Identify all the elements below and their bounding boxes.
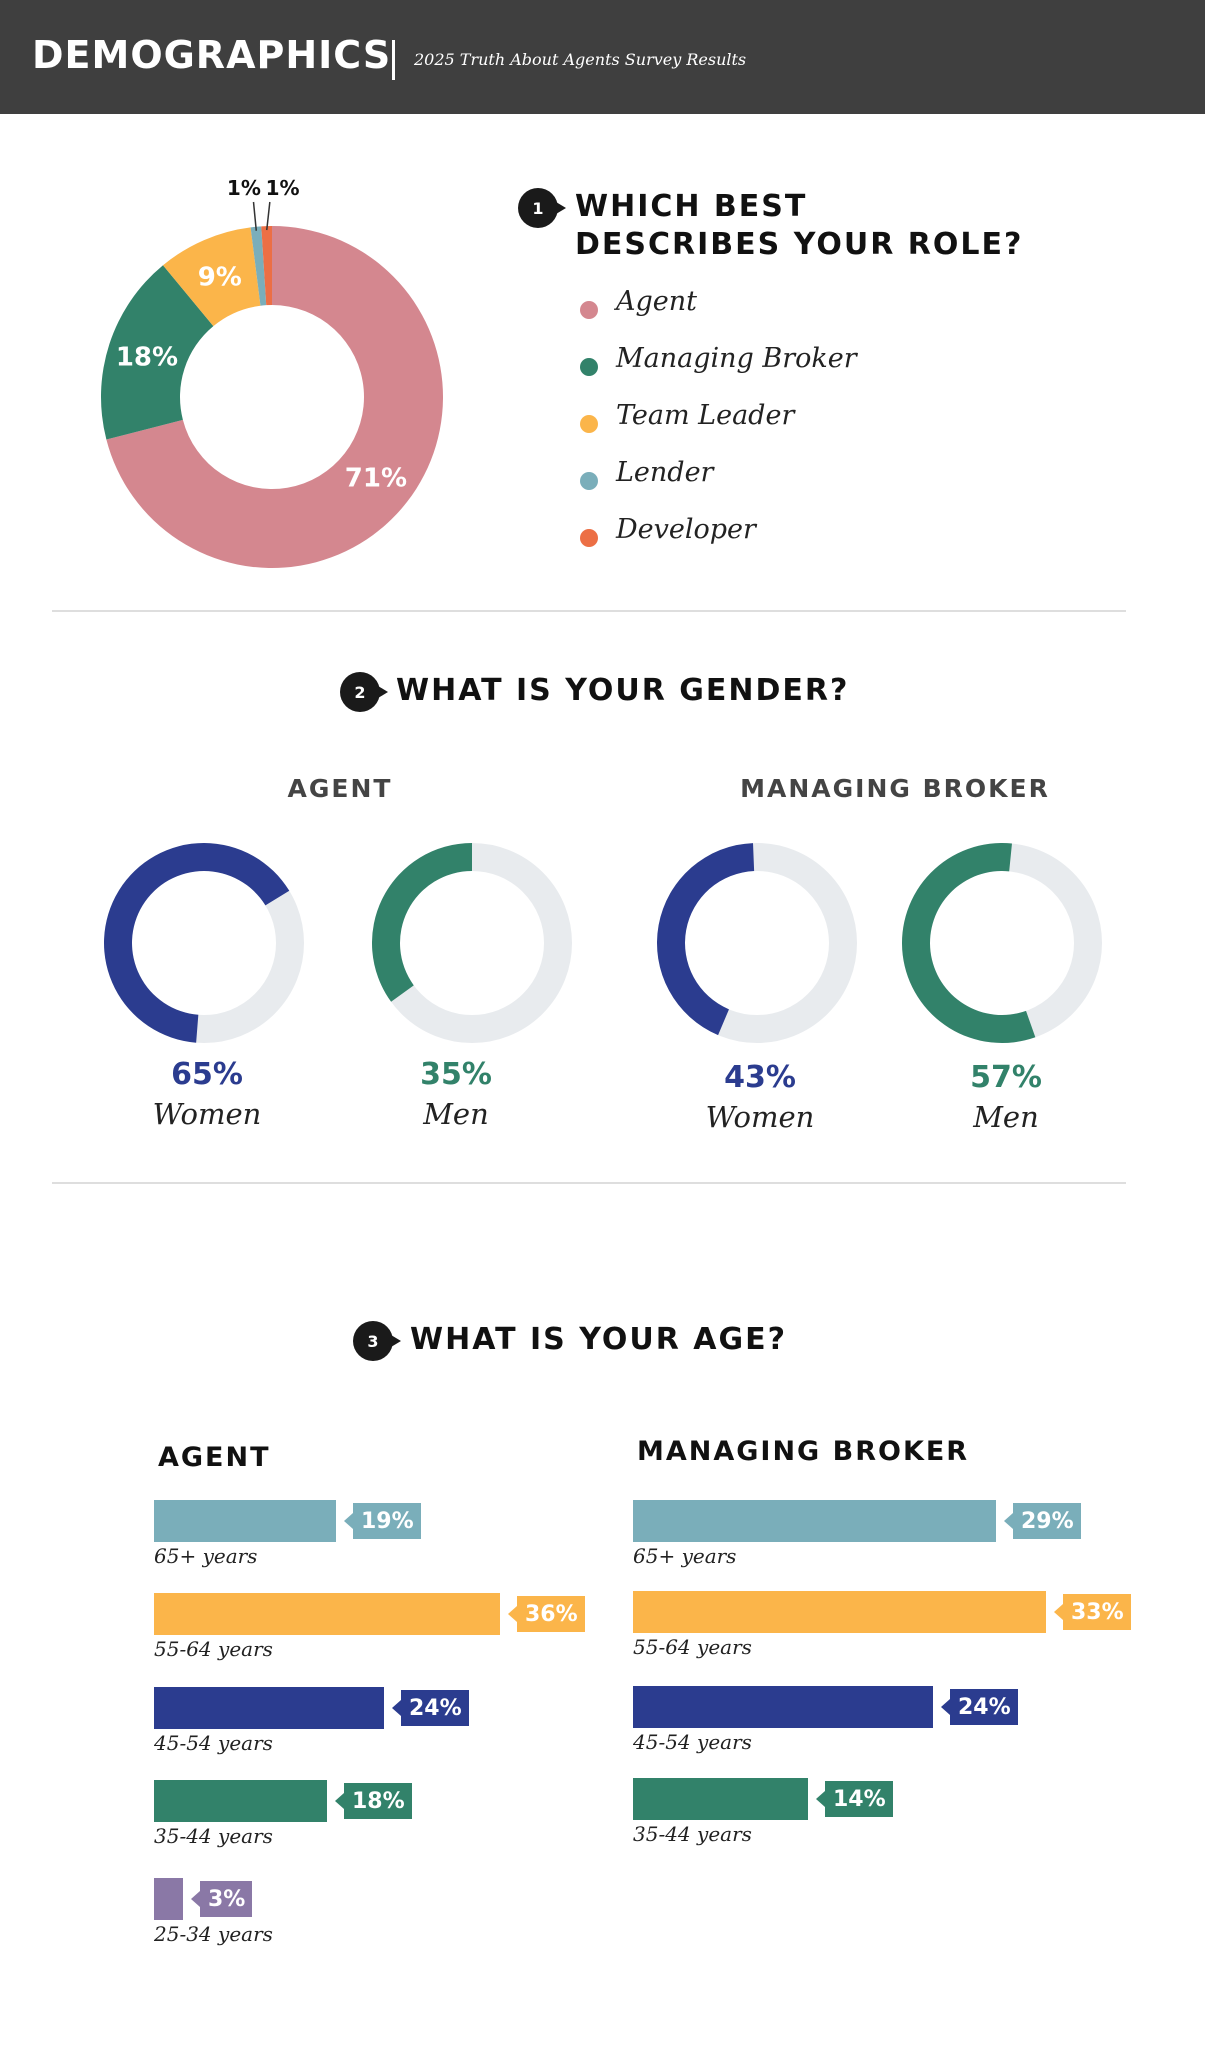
age-category-label-broker-55-64-years: 55-64 years (633, 1635, 752, 1659)
legend-label-managing-broker: Managing Broker (616, 343, 857, 374)
age-category-label-agent-35-44-years: 35-44 years (154, 1824, 273, 1848)
gender-broker-men-label: Men (973, 1100, 1039, 1134)
gender-arc-agent-men (372, 843, 472, 1002)
role-slice-developer (261, 226, 272, 306)
role-leader-line-developer (266, 201, 271, 231)
header-bar: DEMOGRAPHICS 2025 Truth About Agents Sur… (0, 0, 1205, 114)
legend-label-team-leader: Team Leader (616, 400, 795, 431)
gender-agent-men-ring (372, 843, 572, 1043)
role-slice-lender (250, 226, 267, 306)
age-value-tag-broker-35-44-years: 14% (816, 1781, 893, 1817)
gender-broker-women-label: Women (705, 1100, 815, 1134)
age-value-tag-agent-25-34-years: 3% (190, 1881, 253, 1917)
age-bar-agent-35-44-years (154, 1780, 327, 1822)
age-group-agent-label: AGENT (158, 1442, 271, 1473)
question-1-title-line-2: DESCRIBES YOUR ROLE? (575, 227, 1024, 262)
age-category-label-agent-55-64-years: 55-64 years (154, 1637, 273, 1661)
age-value-tag-agent-35-44-years: 18% (335, 1783, 412, 1819)
role-donut-chart: 71% 18% 9% 1% 1% (101, 176, 443, 568)
age-bar-broker-65-years (633, 1500, 996, 1542)
gender-broker-men-value: 57% (970, 1060, 1042, 1095)
age-category-label-agent-25-34-years: 25-34 years (154, 1922, 273, 1946)
gender-broker-men-ring (902, 843, 1102, 1043)
header-separator (392, 40, 395, 80)
gender-agent-men-value: 35% (420, 1057, 492, 1092)
gender-arc-agent-women (104, 843, 290, 1043)
gender-arc-broker-women (657, 843, 755, 1036)
age-value-tag-agent-45-54-years: 24% (392, 1690, 469, 1726)
page-title: DEMOGRAPHICS (32, 33, 392, 77)
age-bar-agent-45-54-years (154, 1687, 384, 1729)
role-value-label-agent: 71% (345, 464, 407, 494)
role-slice-agent (106, 226, 443, 568)
age-bar-agent-25-34-years (154, 1878, 183, 1920)
role-value-label-managing-broker: 18% (116, 342, 178, 372)
age-category-label-agent-65-years: 65+ years (154, 1544, 258, 1568)
gender-agent-women-label: Women (152, 1097, 262, 1131)
legend-label-lender: Lender (616, 457, 714, 488)
age-bar-broker-55-64-years (633, 1591, 1046, 1633)
legend-dot-managing-broker (580, 358, 598, 376)
question-1-title-line-1: WHICH BEST (575, 189, 808, 224)
legend-dot-lender (580, 472, 598, 490)
role-value-label-team-leader: 9% (198, 262, 242, 292)
legend-label-agent: Agent (616, 286, 697, 317)
legend-dot-team-leader (580, 415, 598, 433)
legend-label-developer: Developer (616, 514, 756, 545)
age-category-label-broker-35-44-years: 35-44 years (633, 1822, 752, 1846)
gender-agent-men-label: Men (423, 1097, 489, 1131)
question-2-title: WHAT IS YOUR GENDER? (396, 673, 850, 708)
age-category-label-broker-45-54-years: 45-54 years (633, 1730, 752, 1754)
age-value-tag-broker-65-years: 29% (1004, 1503, 1081, 1539)
role-leader-line-lender (252, 201, 258, 231)
role-value-label-developer: 1% (266, 176, 300, 200)
age-bar-broker-35-44-years (633, 1778, 808, 1820)
page-subtitle: 2025 Truth About Agents Survey Results (414, 50, 747, 69)
age-value-tag-agent-65-years: 19% (344, 1503, 421, 1539)
question-2-badge: 2 (340, 672, 388, 712)
role-slice-team-leader (163, 227, 261, 327)
age-bar-broker-45-54-years (633, 1686, 933, 1728)
role-slice-managing-broker (101, 265, 214, 440)
gender-group-agent-label: AGENT (287, 774, 393, 803)
legend-dot-agent (580, 301, 598, 319)
gender-broker-women-ring (657, 843, 857, 1043)
age-bar-agent-55-64-years (154, 1593, 500, 1635)
role-value-label-lender: 1% (227, 176, 261, 200)
question-1-badge: 1 (518, 188, 566, 228)
gender-broker-women-value: 43% (724, 1060, 796, 1095)
age-value-tag-agent-55-64-years: 36% (508, 1596, 585, 1632)
age-bar-agent-65-years (154, 1500, 336, 1542)
question-3-title: WHAT IS YOUR AGE? (410, 1322, 788, 1357)
age-group-broker-label: MANAGING BROKER (637, 1436, 970, 1467)
age-value-tag-broker-45-54-years: 24% (941, 1689, 1018, 1725)
age-value-tag-broker-55-64-years: 33% (1054, 1594, 1131, 1630)
age-category-label-broker-65-years: 65+ years (633, 1544, 737, 1568)
legend-dot-developer (580, 529, 598, 547)
gender-group-broker-label: MANAGING BROKER (740, 774, 1050, 803)
gender-agent-women-value: 65% (171, 1057, 243, 1092)
gender-agent-women-ring (104, 843, 304, 1043)
section-divider-2 (52, 1182, 1126, 1184)
gender-arc-broker-men (902, 843, 1036, 1043)
question-3-badge: 3 (353, 1321, 401, 1361)
section-divider-1 (52, 610, 1126, 612)
age-category-label-agent-45-54-years: 45-54 years (154, 1731, 273, 1755)
